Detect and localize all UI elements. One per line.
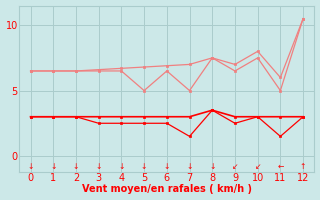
Text: ↓: ↓ bbox=[164, 162, 170, 171]
Text: ↓: ↓ bbox=[209, 162, 215, 171]
Text: ↓: ↓ bbox=[28, 162, 34, 171]
Text: ←: ← bbox=[277, 162, 284, 171]
Text: ↓: ↓ bbox=[118, 162, 124, 171]
Text: ↓: ↓ bbox=[141, 162, 147, 171]
Text: ↓: ↓ bbox=[50, 162, 56, 171]
Text: ↓: ↓ bbox=[186, 162, 193, 171]
Text: ↓: ↓ bbox=[95, 162, 102, 171]
Text: ↙: ↙ bbox=[232, 162, 238, 171]
Text: ↙: ↙ bbox=[254, 162, 261, 171]
Text: ↑: ↑ bbox=[300, 162, 306, 171]
Text: ↓: ↓ bbox=[73, 162, 79, 171]
X-axis label: Vent moyen/en rafales ( km/h ): Vent moyen/en rafales ( km/h ) bbox=[82, 184, 252, 194]
